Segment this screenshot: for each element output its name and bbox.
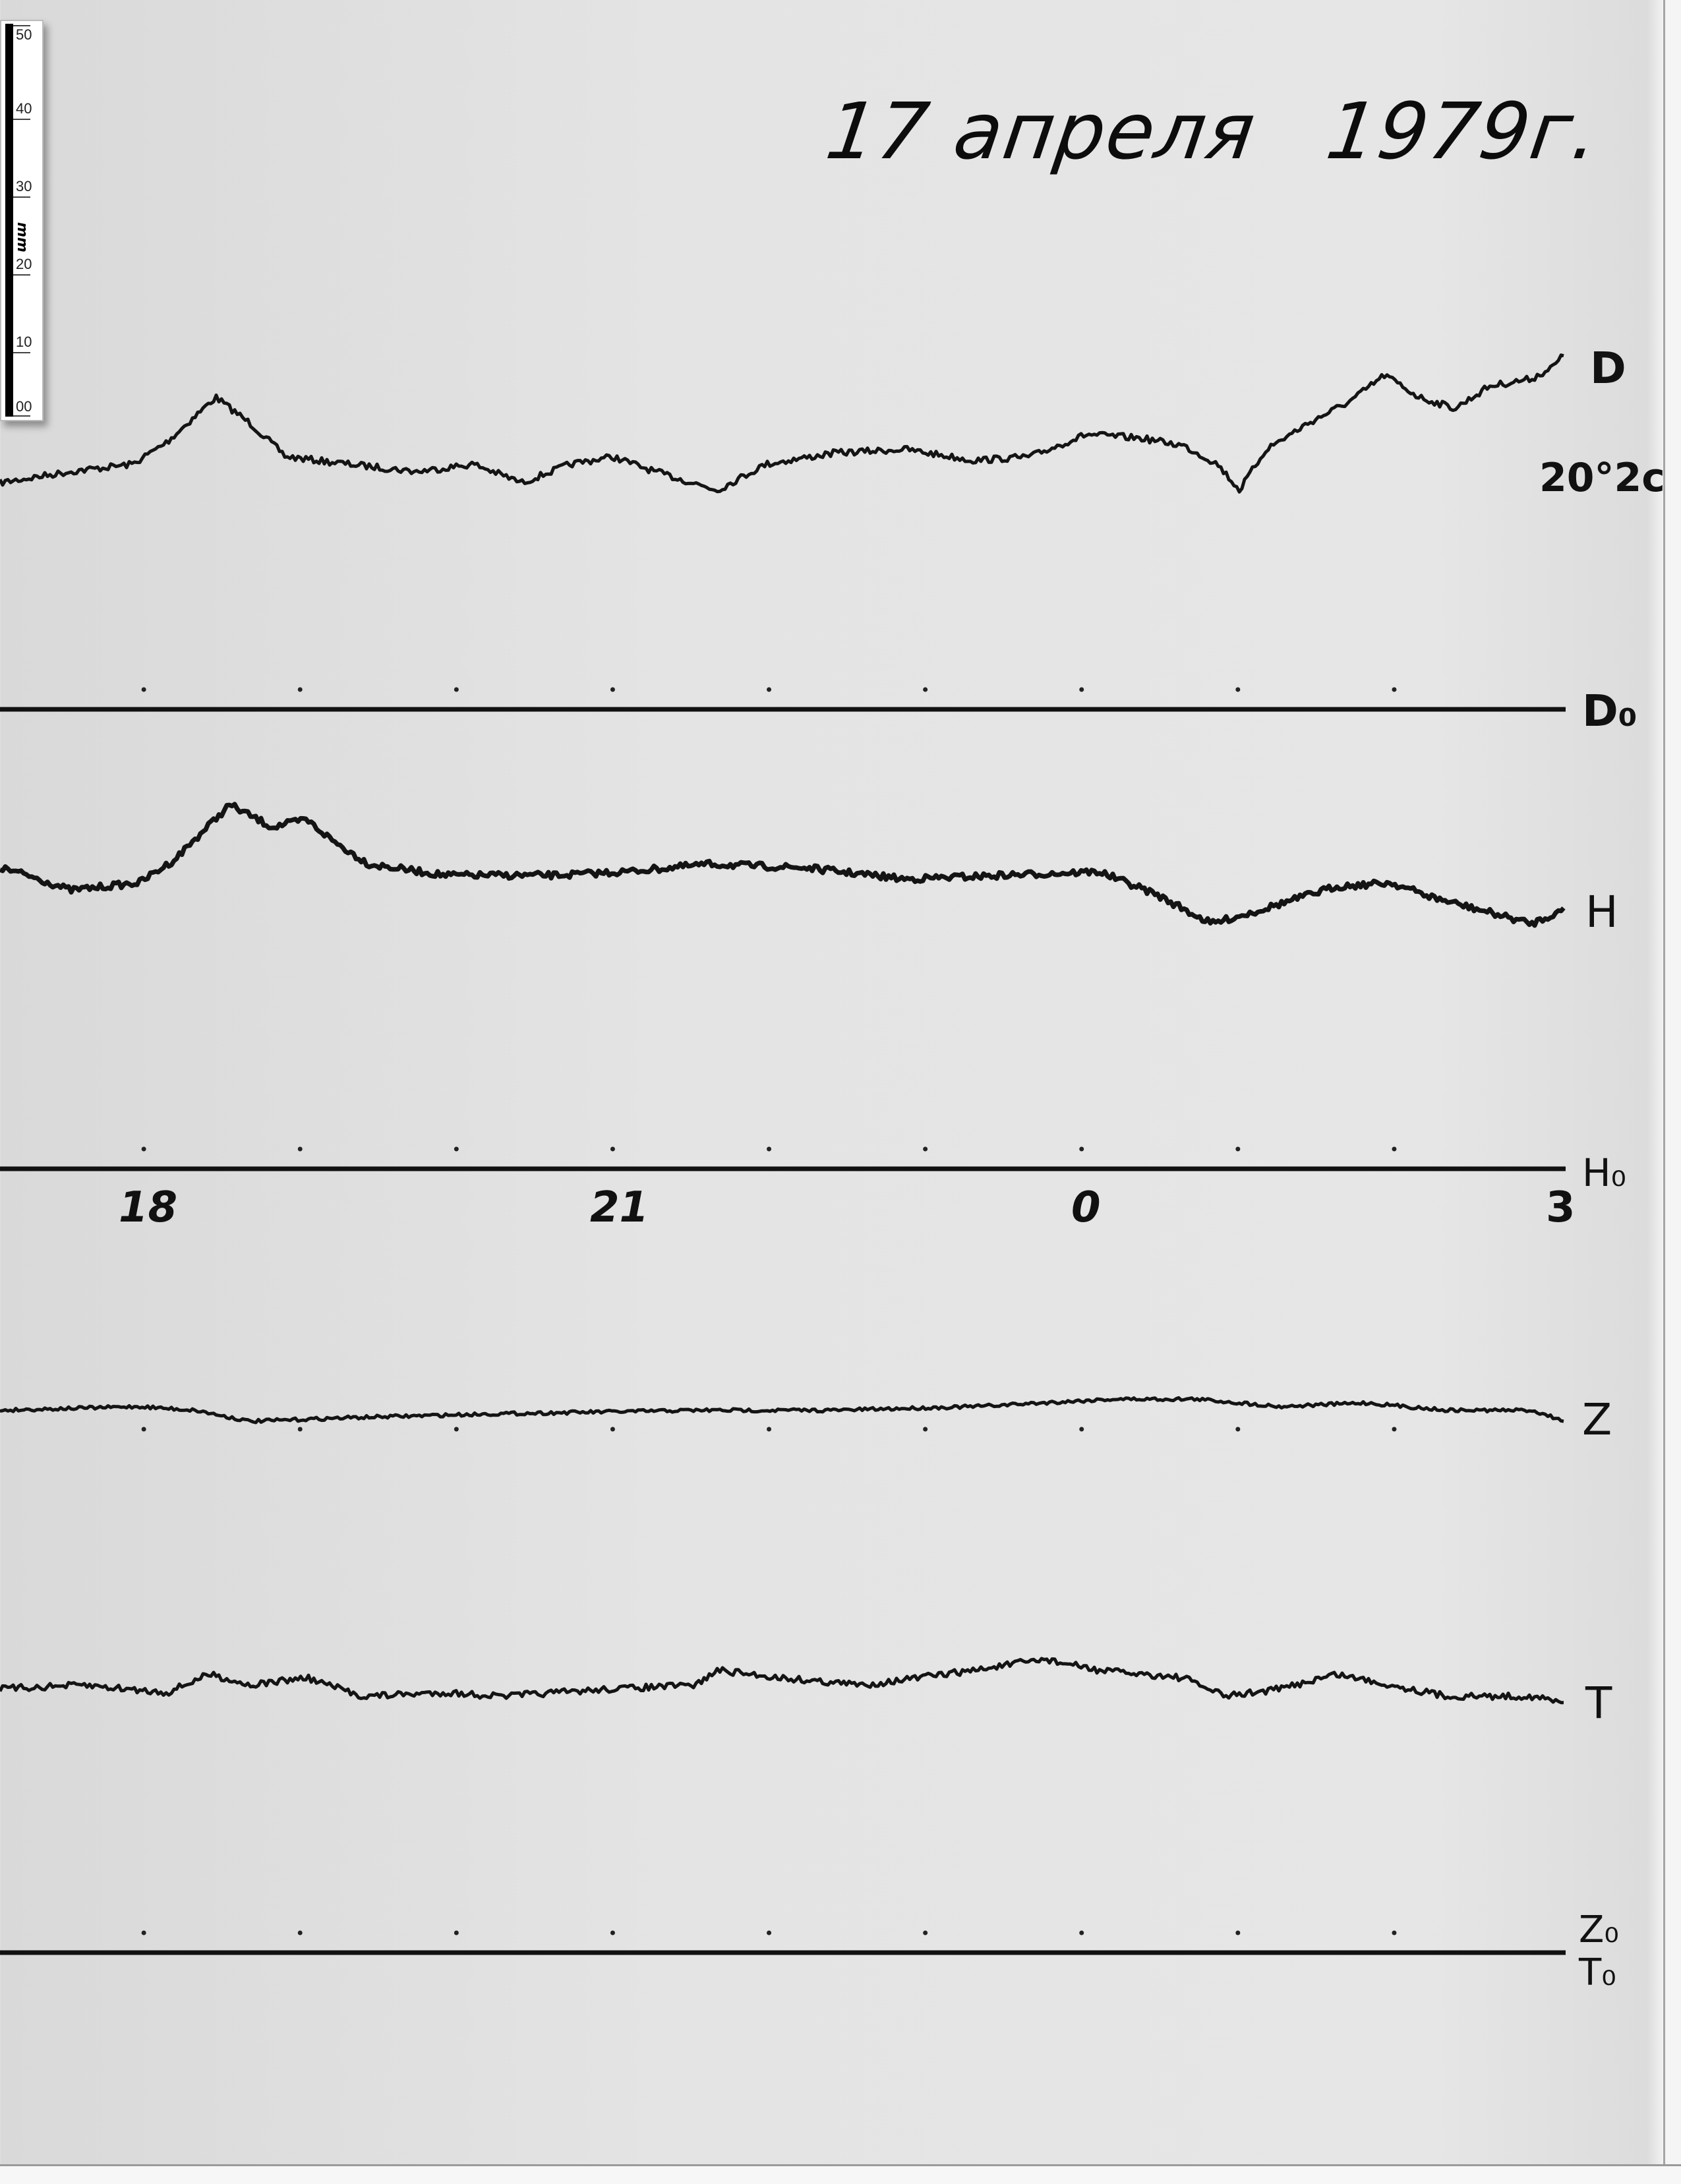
trace-Z [0, 1396, 1564, 1425]
label-H0: H₀ [1582, 1150, 1626, 1195]
hour-mark [1235, 687, 1241, 692]
ruler-tick [13, 196, 30, 198]
hour-mark [923, 687, 928, 692]
ruler-label: 40 [16, 100, 32, 117]
paper-edge-right [1663, 0, 1681, 2164]
hour-mark [454, 1930, 459, 1935]
hour-mark [610, 1427, 615, 1432]
hour-mark [297, 1427, 303, 1432]
hour-mark [1392, 1146, 1397, 1152]
label-T: T [1585, 1678, 1612, 1728]
label-T0: T₀ [1579, 1951, 1616, 1994]
hour-mark [610, 1146, 615, 1152]
x-tick-label: 18 [119, 1183, 178, 1232]
ruler-label: 10 [16, 334, 32, 350]
trace-H [0, 802, 1566, 928]
hour-mark [1079, 687, 1084, 692]
hour-mark [767, 1427, 772, 1432]
hour-mark [297, 1146, 303, 1152]
ruler-label: 00 [16, 398, 32, 415]
hour-mark [1079, 1427, 1084, 1432]
x-tick-label: 21 [590, 1183, 649, 1232]
ruler-label: 30 [16, 178, 32, 194]
x-tick-label: 3 [1546, 1183, 1576, 1232]
label-Z0: Z₀ [1579, 1908, 1619, 1951]
hour-mark [1392, 1427, 1397, 1432]
ruler-tick [13, 119, 30, 120]
trace-T [0, 1657, 1564, 1705]
hour-mark [141, 1146, 146, 1152]
ruler-tick [13, 25, 30, 26]
label-scale-note: 20°2c [1539, 455, 1665, 501]
label-D: D [1590, 343, 1626, 394]
hour-mark [610, 687, 615, 692]
label-Z: Z [1582, 1394, 1612, 1445]
hour-mark [610, 1930, 615, 1935]
hour-mark [1079, 1146, 1084, 1152]
hour-mark [923, 1427, 928, 1432]
ruler-label: 20 [16, 256, 32, 272]
hour-mark [1079, 1930, 1084, 1935]
hour-mark [1392, 687, 1397, 692]
hour-mark [454, 1427, 459, 1432]
ruler-tick [13, 352, 30, 353]
hour-mark [297, 687, 303, 692]
x-tick-label: 0 [1071, 1183, 1101, 1232]
label-D0: D₀ [1582, 686, 1637, 736]
hour-mark [454, 1146, 459, 1152]
hour-mark [454, 687, 459, 692]
hour-mark [297, 1930, 303, 1935]
ruler-tick [13, 415, 30, 417]
trace-D [0, 353, 1564, 494]
hour-mark [1235, 1427, 1241, 1432]
ruler-tick [13, 274, 30, 276]
hour-mark [767, 1930, 772, 1935]
label-H: H [1585, 887, 1618, 937]
paper-edge-bottom [0, 2164, 1681, 2184]
hour-mark [1392, 1930, 1397, 1935]
hour-mark [923, 1146, 928, 1152]
ruler-bar [5, 24, 13, 417]
hour-mark [1235, 1930, 1241, 1935]
hour-mark [141, 687, 146, 692]
hour-mark [141, 1427, 146, 1432]
hour-mark [767, 1146, 772, 1152]
mm-scale-ruler: 50 40 30 mm 20 10 00 [0, 20, 44, 421]
hour-mark [1235, 1146, 1241, 1152]
ruler-label: 50 [16, 26, 32, 43]
hour-mark [923, 1930, 928, 1935]
hour-mark [141, 1930, 146, 1935]
hour-mark [767, 687, 772, 692]
